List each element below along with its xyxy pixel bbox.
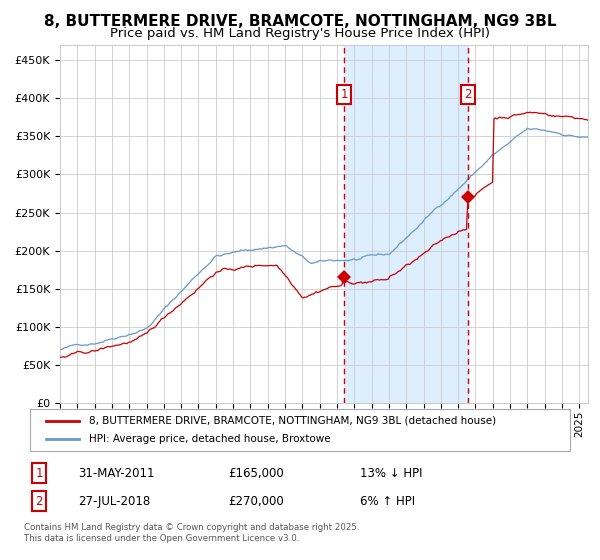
Text: 27-JUL-2018: 27-JUL-2018 — [78, 494, 150, 508]
Text: 2: 2 — [464, 88, 472, 101]
Text: 31-MAY-2011: 31-MAY-2011 — [78, 466, 155, 480]
Text: Price paid vs. HM Land Registry's House Price Index (HPI): Price paid vs. HM Land Registry's House … — [110, 27, 490, 40]
Text: 2: 2 — [35, 494, 43, 508]
Text: 8, BUTTERMERE DRIVE, BRAMCOTE, NOTTINGHAM, NG9 3BL: 8, BUTTERMERE DRIVE, BRAMCOTE, NOTTINGHA… — [44, 14, 556, 29]
Text: Contains HM Land Registry data © Crown copyright and database right 2025.
This d: Contains HM Land Registry data © Crown c… — [24, 524, 359, 543]
Bar — [344, 45, 468, 403]
FancyBboxPatch shape — [30, 409, 570, 451]
Text: 1: 1 — [35, 466, 43, 480]
Text: 13% ↓ HPI: 13% ↓ HPI — [360, 466, 422, 480]
Text: £270,000: £270,000 — [228, 494, 284, 508]
Text: 6% ↑ HPI: 6% ↑ HPI — [360, 494, 415, 508]
Text: 8, BUTTERMERE DRIVE, BRAMCOTE, NOTTINGHAM, NG9 3BL (detached house): 8, BUTTERMERE DRIVE, BRAMCOTE, NOTTINGHA… — [89, 416, 497, 426]
Text: 1: 1 — [340, 88, 348, 101]
Text: £165,000: £165,000 — [228, 466, 284, 480]
Text: HPI: Average price, detached house, Broxtowe: HPI: Average price, detached house, Brox… — [89, 434, 331, 444]
